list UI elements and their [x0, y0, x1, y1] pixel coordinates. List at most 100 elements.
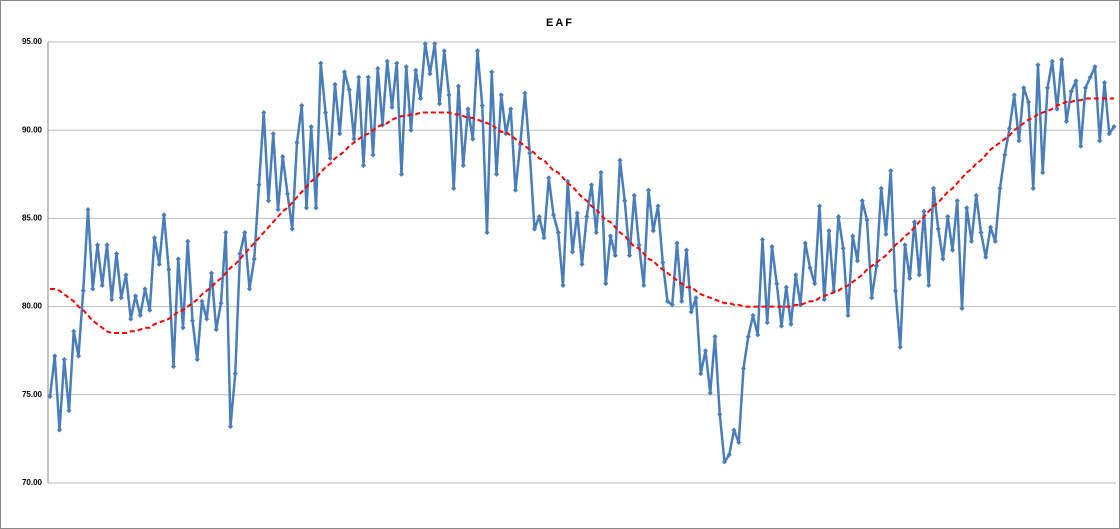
data-point [199, 298, 205, 304]
data-point [1044, 85, 1051, 91]
data-point [71, 328, 77, 334]
data-point [151, 235, 158, 241]
data-point [218, 300, 224, 306]
data-point [607, 233, 614, 239]
data-point [527, 150, 533, 156]
data-point [422, 41, 428, 47]
data-point [318, 60, 324, 66]
data-point [113, 251, 120, 257]
data-point [299, 102, 305, 109]
data-point [251, 256, 257, 262]
data-point [926, 282, 932, 289]
data-point [1006, 125, 1013, 132]
data-point [978, 229, 984, 236]
data-point [161, 212, 167, 218]
data-point [185, 238, 191, 244]
data-point [612, 252, 618, 259]
data-point [508, 106, 514, 112]
data-point [854, 258, 861, 264]
data-point [180, 325, 186, 331]
data-point [132, 293, 139, 299]
data-point [764, 319, 770, 326]
data-point [821, 296, 827, 303]
data-point [802, 240, 808, 246]
data-point [536, 214, 542, 220]
data-point [869, 295, 875, 301]
data-point [565, 178, 571, 184]
data-point [408, 127, 414, 133]
data-point [574, 210, 580, 216]
data-point [740, 365, 747, 371]
data-point [878, 185, 884, 192]
data-point [907, 275, 913, 281]
data-point [99, 282, 105, 289]
data-point [645, 187, 652, 193]
data-point [888, 168, 894, 174]
data-point [921, 208, 927, 214]
data-point [474, 48, 481, 54]
y-tick-label: 70.00 [22, 478, 43, 487]
data-point [864, 217, 870, 223]
data-point [1040, 169, 1046, 176]
data-point [261, 109, 267, 116]
data-point [308, 124, 314, 130]
data-point [246, 286, 253, 292]
data-point [94, 242, 101, 248]
data-point [47, 393, 53, 400]
data-point [356, 74, 362, 80]
chart-title: EAF [546, 17, 574, 29]
data-point [531, 226, 538, 232]
data-point [702, 348, 709, 354]
data-point [1078, 143, 1084, 149]
data-point [968, 238, 975, 244]
data-point [555, 229, 561, 236]
data-point [940, 256, 946, 262]
data-point [1016, 138, 1022, 144]
data-point [389, 104, 395, 110]
data-point [1030, 185, 1036, 192]
data-point [788, 321, 794, 327]
data-point [778, 323, 785, 329]
data-point [284, 191, 291, 197]
data-point [546, 175, 552, 181]
data-point [280, 154, 286, 160]
data-point [774, 281, 780, 287]
data-point [512, 187, 519, 193]
data-point [793, 272, 799, 278]
data-point [954, 198, 960, 204]
data-point [232, 371, 238, 377]
data-point [109, 296, 115, 303]
trend-line [50, 97, 1114, 335]
data-point [783, 284, 789, 290]
data-point [541, 235, 547, 241]
data-point [522, 90, 528, 96]
data-point [61, 356, 67, 363]
data-point [721, 459, 728, 465]
data-point [736, 439, 742, 446]
data-point [897, 344, 903, 350]
data-point [617, 157, 623, 163]
data-point [52, 353, 58, 359]
data-point [166, 266, 172, 273]
y-tick-label: 95.00 [22, 37, 43, 46]
data-point [674, 240, 680, 246]
data-point [1092, 64, 1098, 70]
data-point [123, 272, 129, 278]
data-point [365, 74, 371, 80]
data-point [189, 318, 196, 324]
data-point [1082, 85, 1089, 91]
data-point [588, 182, 595, 188]
data-point [337, 131, 343, 137]
data-point [351, 136, 357, 142]
data-point [56, 427, 63, 433]
data-point [892, 288, 899, 294]
data-point [636, 242, 642, 248]
data-point [812, 281, 818, 287]
data-point [759, 236, 766, 243]
data-point [413, 67, 419, 73]
data-point [593, 229, 599, 236]
data-point [446, 92, 452, 98]
data-point [213, 326, 219, 333]
